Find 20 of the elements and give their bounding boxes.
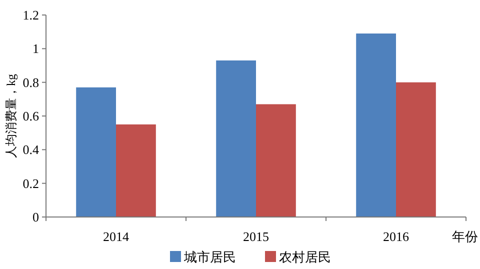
bar: [256, 104, 296, 217]
y-tick-label: 0: [32, 210, 39, 225]
y-tick-label: 0.8: [22, 74, 39, 90]
legend-label: 农村居民: [279, 250, 331, 265]
y-tick-label: 0.4: [22, 142, 40, 158]
y-tick-label: 0.6: [22, 108, 40, 124]
x-tick-label: 2016: [383, 229, 410, 244]
legend-label: 城市居民: [183, 250, 236, 265]
bar: [76, 87, 116, 217]
x-axis-title: 年份: [452, 229, 478, 244]
bar: [216, 60, 256, 217]
bar: [396, 82, 436, 217]
bar: [116, 124, 156, 217]
bar: [356, 34, 396, 217]
y-axis-title: 人均消费量，kg: [4, 74, 18, 158]
y-tick-label: 1.2: [22, 8, 39, 23]
y-tick-label: 1: [32, 41, 39, 56]
x-tick-label: 2015: [243, 229, 269, 244]
x-tick-label: 2014: [103, 229, 130, 244]
y-tick-label: 0.2: [22, 176, 39, 191]
